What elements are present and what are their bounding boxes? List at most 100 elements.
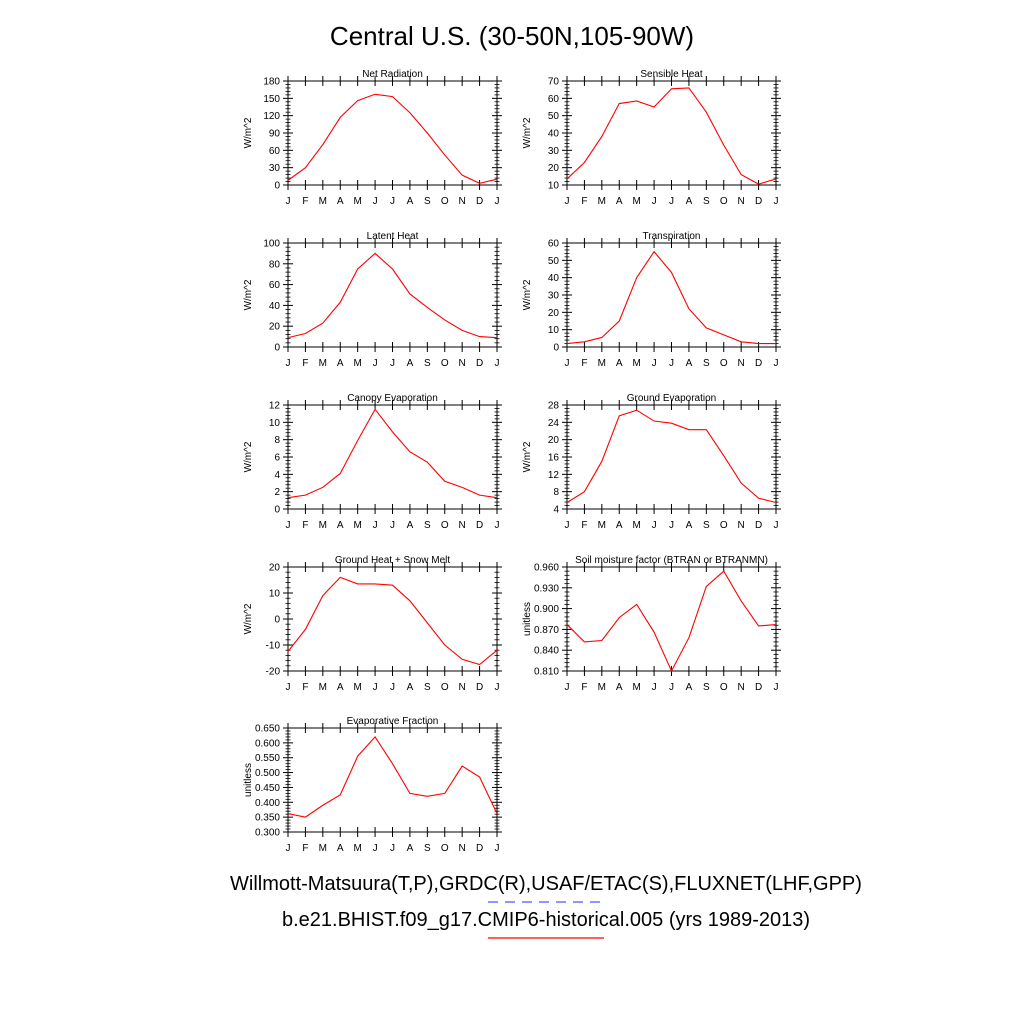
x-tick-label: J: [495, 358, 500, 369]
x-tick-label: O: [720, 520, 728, 531]
page-title: Central U.S. (30-50N,105-90W): [330, 21, 694, 51]
y-tick-label: 6: [274, 453, 280, 464]
y-tick-label: 0: [274, 505, 280, 516]
panel-title: Canopy Evaporation: [347, 393, 438, 404]
x-tick-label: J: [774, 358, 779, 369]
panel-ground-heat-snow-melt: Ground Heat + Snow Melt W/m^2 -20 -10 0 10 20 J…: [243, 555, 502, 693]
y-tick-label: 0.810: [534, 667, 559, 678]
y-tick-label: 60: [548, 239, 560, 250]
y-tick-label: 30: [548, 291, 560, 302]
x-tick-label: A: [686, 520, 693, 531]
y-tick-label: 12: [548, 470, 560, 481]
y-tick-label: 20: [269, 563, 281, 574]
x-tick-label: A: [686, 682, 693, 693]
x-tick-label: J: [652, 196, 657, 207]
x-tick-label: J: [390, 358, 395, 369]
x-tick-label: J: [390, 843, 395, 854]
x-tick-label: F: [581, 682, 587, 693]
y-tick-label: 0.550: [255, 753, 280, 764]
y-tick-label: 60: [548, 94, 560, 105]
x-tick-label: J: [286, 196, 291, 207]
x-tick-label: M: [598, 196, 606, 207]
x-tick-label: N: [459, 358, 466, 369]
y-tick-label: 0.350: [255, 813, 280, 824]
x-tick-label: J: [774, 520, 779, 531]
plot-frame: [287, 404, 498, 510]
x-tick-label: J: [565, 358, 570, 369]
x-tick-label: D: [755, 682, 762, 693]
x-tick-label: M: [632, 520, 640, 531]
x-tick-label: J: [652, 520, 657, 531]
plot-frame: [566, 566, 777, 672]
x-tick-label: J: [286, 520, 291, 531]
y-tick-label: 0.960: [534, 563, 559, 574]
x-tick-label: S: [703, 358, 710, 369]
x-tick-label: J: [373, 358, 378, 369]
y-axis-label: unitless: [243, 763, 254, 797]
y-tick-label: 0: [553, 343, 559, 354]
y-tick-label: 0.900: [534, 604, 559, 615]
legend: Willmott-Matsuura(T,P),GRDC(R),USAF/ETAC…: [230, 873, 862, 939]
x-tick-label: O: [441, 682, 449, 693]
x-tick-label: M: [632, 358, 640, 369]
series-line: [566, 570, 777, 673]
y-tick-label: 28: [548, 401, 560, 412]
x-tick-label: J: [373, 682, 378, 693]
x-tick-label: J: [495, 843, 500, 854]
series-line: [566, 250, 776, 345]
panel-title: Ground Heat + Snow Melt: [335, 555, 451, 566]
series-line: [287, 576, 498, 666]
y-tick-label: 50: [548, 256, 560, 267]
plot-frame: [287, 727, 498, 833]
x-tick-label: N: [738, 682, 745, 693]
x-tick-label: A: [616, 520, 623, 531]
x-tick-label: D: [476, 196, 483, 207]
x-tick-label: N: [459, 520, 466, 531]
plot-frame: [566, 242, 777, 348]
x-tick-label: A: [407, 520, 414, 531]
y-tick-label: 0.870: [534, 625, 559, 636]
panel-title: Latent Heat: [367, 231, 419, 242]
y-tick-label: 0.300: [255, 828, 280, 839]
y-axis-label: W/m^2: [243, 279, 254, 310]
y-tick-label: 0.840: [534, 646, 559, 657]
y-tick-label: 40: [548, 273, 560, 284]
x-tick-label: N: [738, 358, 745, 369]
x-tick-label: J: [652, 358, 657, 369]
x-tick-label: J: [669, 520, 674, 531]
legend-label-model: b.e21.BHIST.f09_g17.CMIP6-historical.005…: [282, 909, 810, 931]
y-tick-label: 40: [548, 129, 560, 140]
y-tick-label: 4: [553, 505, 559, 516]
y-tick-label: 40: [269, 301, 281, 312]
x-tick-label: F: [302, 682, 308, 693]
series-line: [287, 408, 498, 499]
x-tick-label: S: [424, 682, 431, 693]
x-tick-label: N: [459, 682, 466, 693]
y-axis-label: W/m^2: [243, 441, 254, 472]
x-tick-label: A: [686, 196, 693, 207]
y-tick-label: 180: [263, 77, 280, 88]
y-axis-label: W/m^2: [522, 279, 533, 310]
x-tick-label: M: [319, 196, 327, 207]
x-tick-label: A: [337, 358, 344, 369]
x-tick-label: N: [459, 196, 466, 207]
x-tick-label: A: [407, 196, 414, 207]
series-line: [287, 736, 498, 818]
x-tick-label: N: [738, 196, 745, 207]
y-tick-label: 100: [263, 239, 280, 250]
y-tick-label: 30: [548, 146, 560, 157]
x-tick-label: M: [319, 520, 327, 531]
panel-title: Evaporative Fraction: [347, 716, 439, 727]
x-tick-label: O: [441, 520, 449, 531]
panel-title: Transpiration: [643, 231, 701, 242]
x-tick-label: J: [373, 843, 378, 854]
y-tick-label: 4: [274, 470, 280, 481]
x-tick-label: A: [616, 358, 623, 369]
x-tick-label: F: [581, 196, 587, 207]
panel-evaporative-fraction: Evaporative Fraction unitless 0.300 0.350 0.…: [243, 716, 502, 854]
y-axis-label: W/m^2: [522, 117, 533, 148]
x-tick-label: A: [686, 358, 693, 369]
x-tick-label: J: [565, 196, 570, 207]
